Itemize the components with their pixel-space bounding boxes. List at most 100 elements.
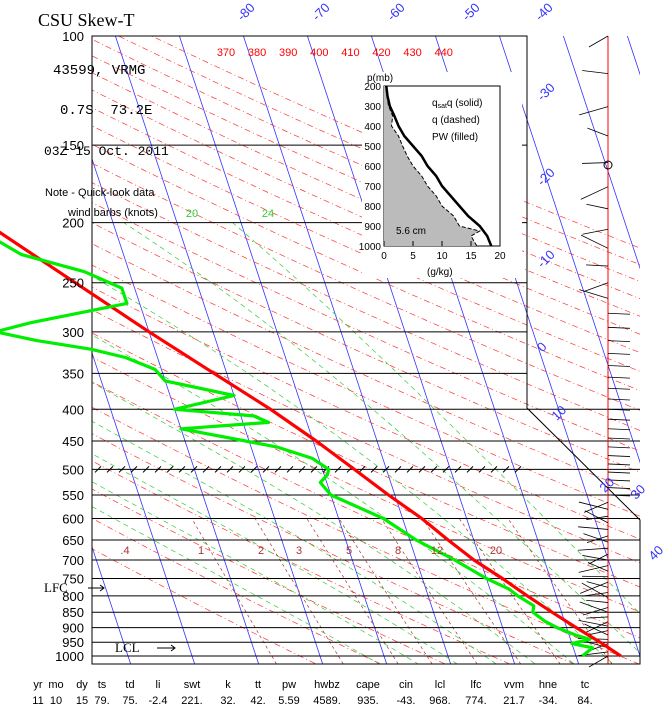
wind-barb bbox=[578, 565, 609, 573]
lcl-label: LCL bbox=[115, 640, 140, 655]
stats-value: 10 bbox=[50, 695, 62, 707]
station-id: 43599, VRMG bbox=[53, 63, 145, 79]
wind-barb bbox=[586, 515, 609, 521]
hatch-mark bbox=[310, 466, 318, 473]
theta-label: 370 bbox=[217, 47, 235, 59]
hatch-mark bbox=[514, 466, 522, 473]
hatch-mark bbox=[286, 466, 294, 473]
stats-header: ts bbox=[98, 679, 107, 691]
mixing-ratio-label: 20 bbox=[490, 545, 502, 557]
hatch-mark bbox=[334, 466, 342, 473]
wind-barb bbox=[607, 479, 631, 482]
wind-barb bbox=[607, 340, 631, 343]
inset-qsat-line bbox=[385, 85, 493, 247]
pressure-tick-label: 900 bbox=[62, 621, 84, 636]
hatch-mark bbox=[142, 466, 150, 473]
wind-barb bbox=[586, 535, 609, 544]
hatch-mark bbox=[478, 466, 486, 473]
calm-circle bbox=[603, 160, 613, 170]
hatch-mark bbox=[106, 466, 114, 473]
wind-barb bbox=[607, 352, 631, 355]
pressure-tick-label: 250 bbox=[62, 276, 84, 291]
dry-adiabat-line bbox=[92, 72, 640, 317]
pressure-tick-label: 1000 bbox=[55, 649, 84, 664]
pressure-tick-label: 700 bbox=[62, 553, 84, 568]
stats-value: 5.59 bbox=[278, 695, 299, 707]
stats-header: td bbox=[125, 679, 134, 691]
hatch-mark bbox=[454, 466, 462, 473]
stats-header: hne bbox=[539, 679, 557, 691]
wind-barb bbox=[607, 312, 631, 315]
pressure-tick-label: 850 bbox=[62, 605, 84, 620]
wind-barb bbox=[607, 408, 631, 411]
moist-adiabat-line bbox=[92, 275, 614, 664]
theta-label: 410 bbox=[341, 47, 359, 59]
lcl-arrow bbox=[157, 644, 176, 652]
hatch-mark bbox=[238, 466, 246, 473]
pressure-tick-label: 100 bbox=[62, 29, 84, 44]
pressure-tick-label: 750 bbox=[62, 572, 84, 587]
inset-x-label: (g/kg) bbox=[427, 267, 453, 278]
stats-value: -2.4 bbox=[149, 695, 168, 707]
wind-barb bbox=[582, 592, 609, 597]
stats-header: k bbox=[225, 679, 231, 691]
wind-barb bbox=[584, 623, 609, 636]
wind-barb bbox=[582, 228, 609, 235]
wind-barb bbox=[607, 326, 631, 329]
wind-barb bbox=[583, 282, 609, 292]
dry-adiabat-line bbox=[92, 460, 511, 664]
wind-barb bbox=[582, 555, 609, 561]
wind-barb bbox=[579, 289, 609, 299]
dry-adiabat-line bbox=[92, 356, 640, 613]
pressure-tick-label: 350 bbox=[62, 366, 84, 381]
hatch-mark bbox=[154, 466, 162, 473]
theta-label: 390 bbox=[279, 47, 297, 59]
wind-barb bbox=[607, 418, 631, 421]
mixing-ratio-label: 8 bbox=[395, 545, 401, 557]
wind-barb bbox=[582, 640, 609, 649]
moist-adiabat-label: 24 bbox=[262, 208, 274, 220]
stability-indices-table: yr mo dy ts td li swt k tt pw hwbz cape cin lcl lfc vvm… bbox=[32, 679, 592, 707]
mixing-ratio-label: 3 bbox=[296, 545, 302, 557]
wind-barb bbox=[588, 655, 609, 668]
isobar-lines bbox=[92, 144, 640, 657]
mixing-ratio-label: 2 bbox=[258, 545, 264, 557]
wind-barb bbox=[607, 446, 631, 449]
pressure-tick-label: 300 bbox=[62, 325, 84, 340]
stats-header: tt bbox=[255, 679, 261, 691]
stats-header: tc bbox=[581, 679, 590, 691]
theta-label: 420 bbox=[372, 47, 390, 59]
mixing-ratio-line bbox=[306, 518, 399, 664]
isotherm-line bbox=[498, 36, 640, 464]
wind-barb bbox=[578, 547, 609, 551]
hatch-mark bbox=[394, 466, 402, 473]
stats-value: 221. bbox=[181, 695, 202, 707]
inset-x-tick: 10 bbox=[436, 251, 448, 262]
pressure-tick-label: 650 bbox=[62, 533, 84, 548]
stats-header: swt bbox=[184, 679, 201, 691]
wind-barb bbox=[583, 533, 609, 543]
pressure-tick-label: 400 bbox=[62, 402, 84, 417]
hatch-mark bbox=[502, 466, 510, 473]
wind-barb bbox=[582, 162, 609, 164]
note-line-1: Note - Quick-look data bbox=[45, 187, 155, 199]
stats-value: 11 bbox=[32, 695, 43, 707]
lfc-label: LFC bbox=[44, 580, 68, 595]
inset-pressure-label: p(mb) bbox=[367, 73, 393, 84]
hatch-mark bbox=[130, 466, 138, 473]
stats-value: 15 bbox=[76, 695, 88, 707]
hatch-mark bbox=[358, 466, 366, 473]
inset-y-tick: 600 bbox=[364, 162, 381, 173]
wind-barb bbox=[583, 607, 609, 616]
wind-barb-staff bbox=[578, 35, 631, 668]
wind-barb bbox=[607, 455, 631, 457]
inset-y-tick: 700 bbox=[364, 182, 381, 193]
pressure-tick-label: 450 bbox=[62, 434, 84, 449]
inset-y-tick: 800 bbox=[364, 202, 381, 213]
stats-value: 42. bbox=[250, 695, 265, 707]
isotherm-line bbox=[92, 157, 260, 664]
moist-adiabat-line bbox=[92, 382, 536, 664]
isotherm-line bbox=[92, 351, 196, 664]
dry-adiabat-line bbox=[92, 548, 317, 664]
